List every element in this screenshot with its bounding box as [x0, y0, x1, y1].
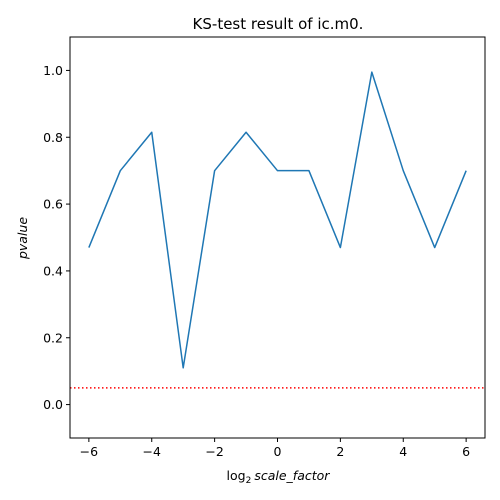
x-tick-label: −4	[143, 444, 161, 459]
y-axis-label: pvalue	[15, 217, 30, 260]
x-axis-label: log2 scale_factor	[227, 468, 331, 486]
x-tick-label: 0	[274, 444, 282, 459]
y-tick-label: 0.6	[43, 197, 63, 212]
x-tick-label: −2	[205, 444, 223, 459]
x-axis-label-main: scale_factor	[254, 468, 330, 483]
x-axis-label-prefix: log	[227, 468, 246, 483]
x-tick-label: 4	[399, 444, 407, 459]
x-tick-label: −6	[80, 444, 98, 459]
x-axis: −6 −4 −2 0 2 4 6	[80, 438, 470, 459]
y-tick-label: 0.2	[43, 330, 63, 345]
y-tick-label: 0.0	[43, 397, 63, 412]
x-tick-label: 6	[462, 444, 470, 459]
x-tick-label: 2	[336, 444, 344, 459]
y-tick-label: 1.0	[43, 63, 63, 78]
y-tick-label: 0.4	[43, 263, 63, 278]
x-axis-label-subscript: 2	[246, 476, 252, 486]
chart-title: KS-test result of ic.m0.	[193, 15, 364, 33]
y-tick-label: 0.8	[43, 130, 63, 145]
y-axis: 0.0 0.2 0.4 0.6 0.8 1.0	[43, 63, 70, 412]
